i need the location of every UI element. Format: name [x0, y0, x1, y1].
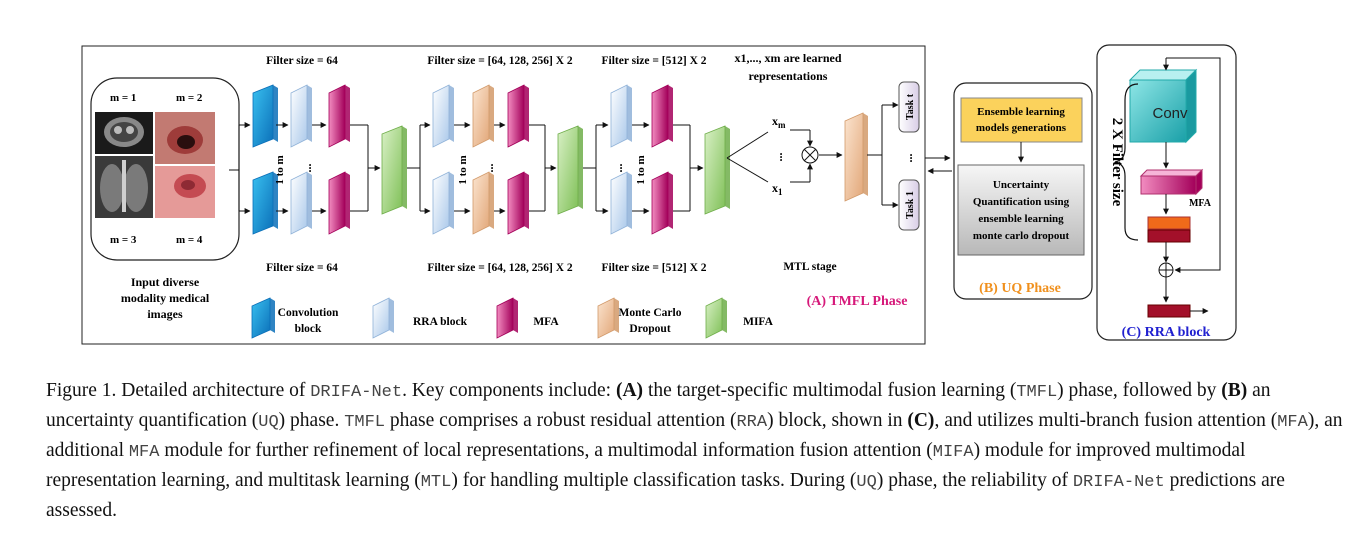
task-1-box: Task 1 — [898, 179, 920, 231]
rra-block-2-top — [432, 84, 454, 148]
conv-block-bottom — [252, 171, 278, 235]
rra-block-1-top — [290, 84, 312, 148]
one-to-m-2: 1 to m — [457, 155, 469, 184]
learned-label-line2: representations — [749, 69, 828, 83]
legend-mifa-swatch — [705, 297, 727, 339]
x-dots: ... — [771, 153, 785, 162]
uq-box — [957, 164, 1085, 256]
mfa-block-3-top — [651, 84, 673, 148]
mifa-block-2 — [557, 125, 583, 215]
mtl-stage-label: MTL stage — [783, 261, 836, 273]
orange-layer — [1147, 216, 1191, 230]
endoscopy-image — [155, 112, 215, 164]
mfa-block-1-bottom — [328, 171, 350, 235]
filter-size-label-c: 2 X Filter size — [1109, 118, 1125, 207]
filter-64-top: Filter size = 64 — [266, 55, 338, 67]
input-label-line3: images — [147, 307, 183, 321]
xm-label: xm — [772, 114, 786, 130]
panel-b-title: (B) UQ Phase — [979, 281, 1061, 296]
maroon-layer — [1147, 229, 1191, 243]
filter-mid-top: Filter size = [64, 128, 256] X 2 — [427, 55, 573, 67]
panel-c-title: (C) RRA block — [1122, 325, 1211, 340]
mifa-block-3 — [704, 125, 730, 215]
a-b-arrows — [925, 155, 952, 174]
legend-rra-label: RRA block — [413, 316, 468, 328]
uq-line2: Quantification using — [973, 196, 1070, 208]
mfa-block-1-top — [328, 84, 350, 148]
mc-block-mtl — [844, 112, 868, 202]
dots-2: ... — [482, 164, 496, 173]
mc-block-1-top — [472, 84, 494, 148]
legend-mfa-swatch — [496, 297, 518, 339]
legend-conv-line1: Convolution — [278, 307, 339, 319]
filter-brace — [1114, 83, 1139, 241]
legend-conv-line2: block — [295, 323, 322, 335]
m3-label: m = 3 — [110, 234, 137, 246]
dots-1: ... — [300, 164, 314, 173]
rra-block-2-bottom — [432, 171, 454, 235]
conv-label: Conv — [1152, 105, 1188, 122]
input-label-line2: modality medical — [121, 291, 210, 305]
uq-line4: monte carlo dropout — [973, 230, 1070, 242]
legend-mifa-label: MIFA — [743, 316, 774, 328]
x1-label: x1 — [772, 181, 783, 197]
ensemble-line2: models generations — [976, 122, 1067, 134]
uq-line1: Uncertainty — [993, 179, 1050, 191]
skin-lesion-image — [155, 166, 215, 218]
ct-image — [95, 112, 153, 154]
ensemble-box — [960, 97, 1083, 143]
legend-mfa-label: MFA — [533, 316, 559, 328]
one-to-m-3: 1 to m — [635, 155, 647, 184]
mtl-sum-node — [801, 146, 819, 164]
mfa-block-2-bottom — [507, 171, 529, 235]
legend-mc-swatch — [597, 297, 619, 339]
legend-rra-swatch — [372, 297, 394, 339]
mfa-slab — [1139, 168, 1204, 196]
conv-cube — [1128, 68, 1198, 144]
rra-block-3-top — [610, 84, 632, 148]
skip-connection — [1166, 57, 1221, 273]
task-dots: ... — [901, 154, 915, 163]
ensemble-line1: Ensemble learning — [977, 106, 1065, 118]
learned-label-line1: x1,..., xm are learned — [734, 51, 841, 65]
rra-block-3-bottom — [610, 171, 632, 235]
dots-3: ... — [611, 164, 625, 173]
residual-sum-node — [1158, 262, 1174, 278]
panel-a-title: (A) TMFL Phase — [807, 294, 908, 309]
m1-label: m = 1 — [110, 92, 136, 104]
one-to-m-1: 1 to m — [274, 155, 286, 184]
legend-mc-line1: Monte Carlo — [619, 307, 682, 319]
task-1-label: Task 1 — [905, 191, 916, 219]
input-label-line1: Input diverse — [131, 275, 200, 289]
legend-conv-swatch — [251, 297, 275, 339]
input-fork — [229, 122, 251, 214]
m2-label: m = 2 — [176, 92, 203, 104]
mfa-label-c: MFA — [1189, 198, 1212, 209]
filter-64-bottom: Filter size = 64 — [266, 262, 338, 274]
mfa-block-2-top — [507, 84, 529, 148]
xray-image — [95, 156, 153, 218]
mc-block-1-bottom — [472, 171, 494, 235]
filter-mid-bottom: Filter size = [64, 128, 256] X 2 — [427, 262, 573, 274]
filter-512-top: Filter size = [512] X 2 — [601, 55, 706, 67]
mtl-fan — [726, 102, 899, 208]
conv-block-top — [252, 84, 278, 148]
uq-line3: ensemble learning — [978, 213, 1064, 225]
filter-512-bottom: Filter size = [512] X 2 — [601, 262, 706, 274]
mfa-block-3-bottom — [651, 171, 673, 235]
figure-caption: Figure 1. Detailed architecture of DRIFA… — [46, 380, 1343, 521]
output-layer — [1147, 304, 1191, 318]
task-t-label: Task t — [905, 93, 916, 120]
legend-mc-line2: Dropout — [629, 323, 670, 335]
mifa-block-1 — [381, 125, 407, 215]
m4-label: m = 4 — [176, 234, 203, 246]
rra-block-1-bottom — [290, 171, 312, 235]
task-t-box: Task t — [898, 81, 920, 133]
